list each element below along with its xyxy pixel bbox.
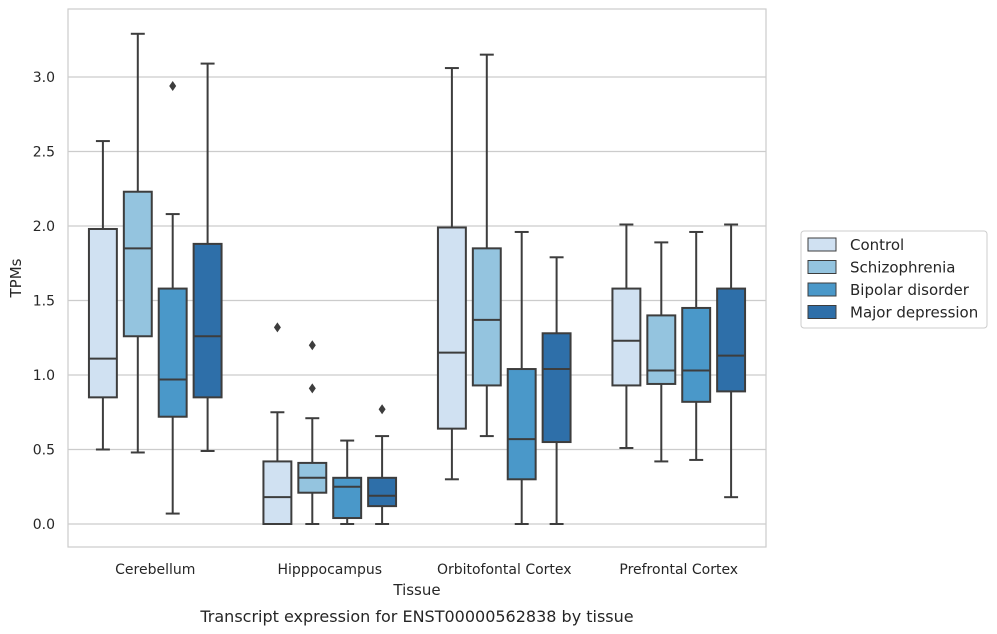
y-tick-label: 1.5: [33, 294, 55, 310]
y-tick-labels: 0.0 0.5 1.0 1.5 2.0 2.5 3.0: [33, 70, 55, 533]
y-tick-label: 1.0: [33, 368, 55, 384]
box-body: [611, 287, 642, 387]
box-body: [192, 242, 223, 399]
box-hipppocampus: [367, 404, 398, 525]
box-body: [262, 460, 293, 526]
box-body: [541, 332, 572, 444]
y-tick-label: 0.0: [33, 517, 55, 533]
legend-label: Major depression: [850, 304, 978, 322]
legend-swatch: [807, 305, 837, 319]
x-tick-label: Cerebellum: [115, 562, 195, 578]
y-axis-title: TPMs: [7, 258, 25, 298]
x-tick-label: Hipppocampus: [277, 562, 382, 578]
x-tick-label: Orbitofontal Cortex: [437, 562, 572, 578]
legend-entry: Control: [807, 236, 904, 254]
box-body: [681, 306, 712, 403]
legend-label: Control: [850, 236, 904, 254]
box-hipppocampus: [332, 439, 363, 525]
box-body: [506, 368, 537, 481]
box-cerebellum: [87, 140, 118, 451]
y-tick-label: 0.5: [33, 443, 55, 459]
legend-frame: [800, 230, 988, 329]
series-control: [87, 67, 642, 526]
series-major-depression: [192, 62, 747, 525]
box-hipppocampus: [262, 322, 293, 526]
plot-frame: [67, 8, 767, 548]
legend-label: Bipolar disorder: [850, 281, 970, 299]
box-cerebellum: [157, 80, 188, 515]
legend-entry: Schizophrenia: [807, 259, 955, 277]
outlier-point: [273, 322, 281, 333]
box-prefrontal-cortex: [716, 223, 747, 499]
series-bipolar-disorder: [157, 80, 712, 525]
legend-swatch: [807, 282, 837, 297]
x-tick-labels: Cerebellum Hipppocampus Orbitofontal Corte…: [115, 562, 738, 578]
legend-label: Schizophrenia: [850, 259, 955, 277]
box-body: [332, 476, 363, 520]
box-body: [471, 247, 502, 387]
chart-caption: Transcript expression for ENST0000056283…: [199, 607, 633, 626]
box-prefrontal-cortex: [611, 223, 642, 450]
box-orbitofontal-cortex: [471, 53, 502, 438]
legend-entry: Major depression: [807, 304, 978, 322]
outlier-point: [169, 80, 177, 91]
box-cerebellum: [122, 32, 153, 454]
box-prefrontal-cortex: [681, 230, 712, 461]
box-body: [646, 314, 677, 385]
x-tick-label: Prefrontal Cortex: [619, 562, 738, 578]
box-orbitofontal-cortex: [436, 67, 467, 481]
box-hipppocampus: [297, 340, 328, 525]
x-axis-title: Tissue: [392, 581, 440, 599]
box-body: [436, 226, 467, 430]
legend-swatch: [807, 237, 837, 252]
box-cerebellum: [192, 62, 223, 452]
legend-swatch: [807, 260, 837, 274]
box-body: [157, 287, 188, 418]
outlier-point: [308, 383, 316, 394]
legend: Control Schizophrenia Bipolar disorder Majo…: [800, 230, 988, 329]
box-orbitofontal-cortex: [541, 256, 572, 525]
box-prefrontal-cortex: [646, 241, 677, 463]
box-body: [716, 287, 747, 393]
box-series: [87, 32, 747, 526]
box-body: [87, 227, 118, 399]
outlier-point: [378, 404, 386, 415]
y-tick-label: 2.0: [33, 219, 55, 235]
legend-entry: Bipolar disorder: [807, 281, 970, 299]
box-orbitofontal-cortex: [506, 230, 537, 525]
box-body: [367, 476, 398, 508]
box-body: [122, 190, 153, 338]
legend-entries: Control Schizophrenia Bipolar disorder Majo…: [807, 236, 978, 322]
y-tick-label: 3.0: [33, 70, 55, 86]
y-tick-label: 2.5: [33, 145, 55, 161]
series-schizophrenia: [122, 32, 677, 525]
outlier-point: [308, 340, 316, 351]
